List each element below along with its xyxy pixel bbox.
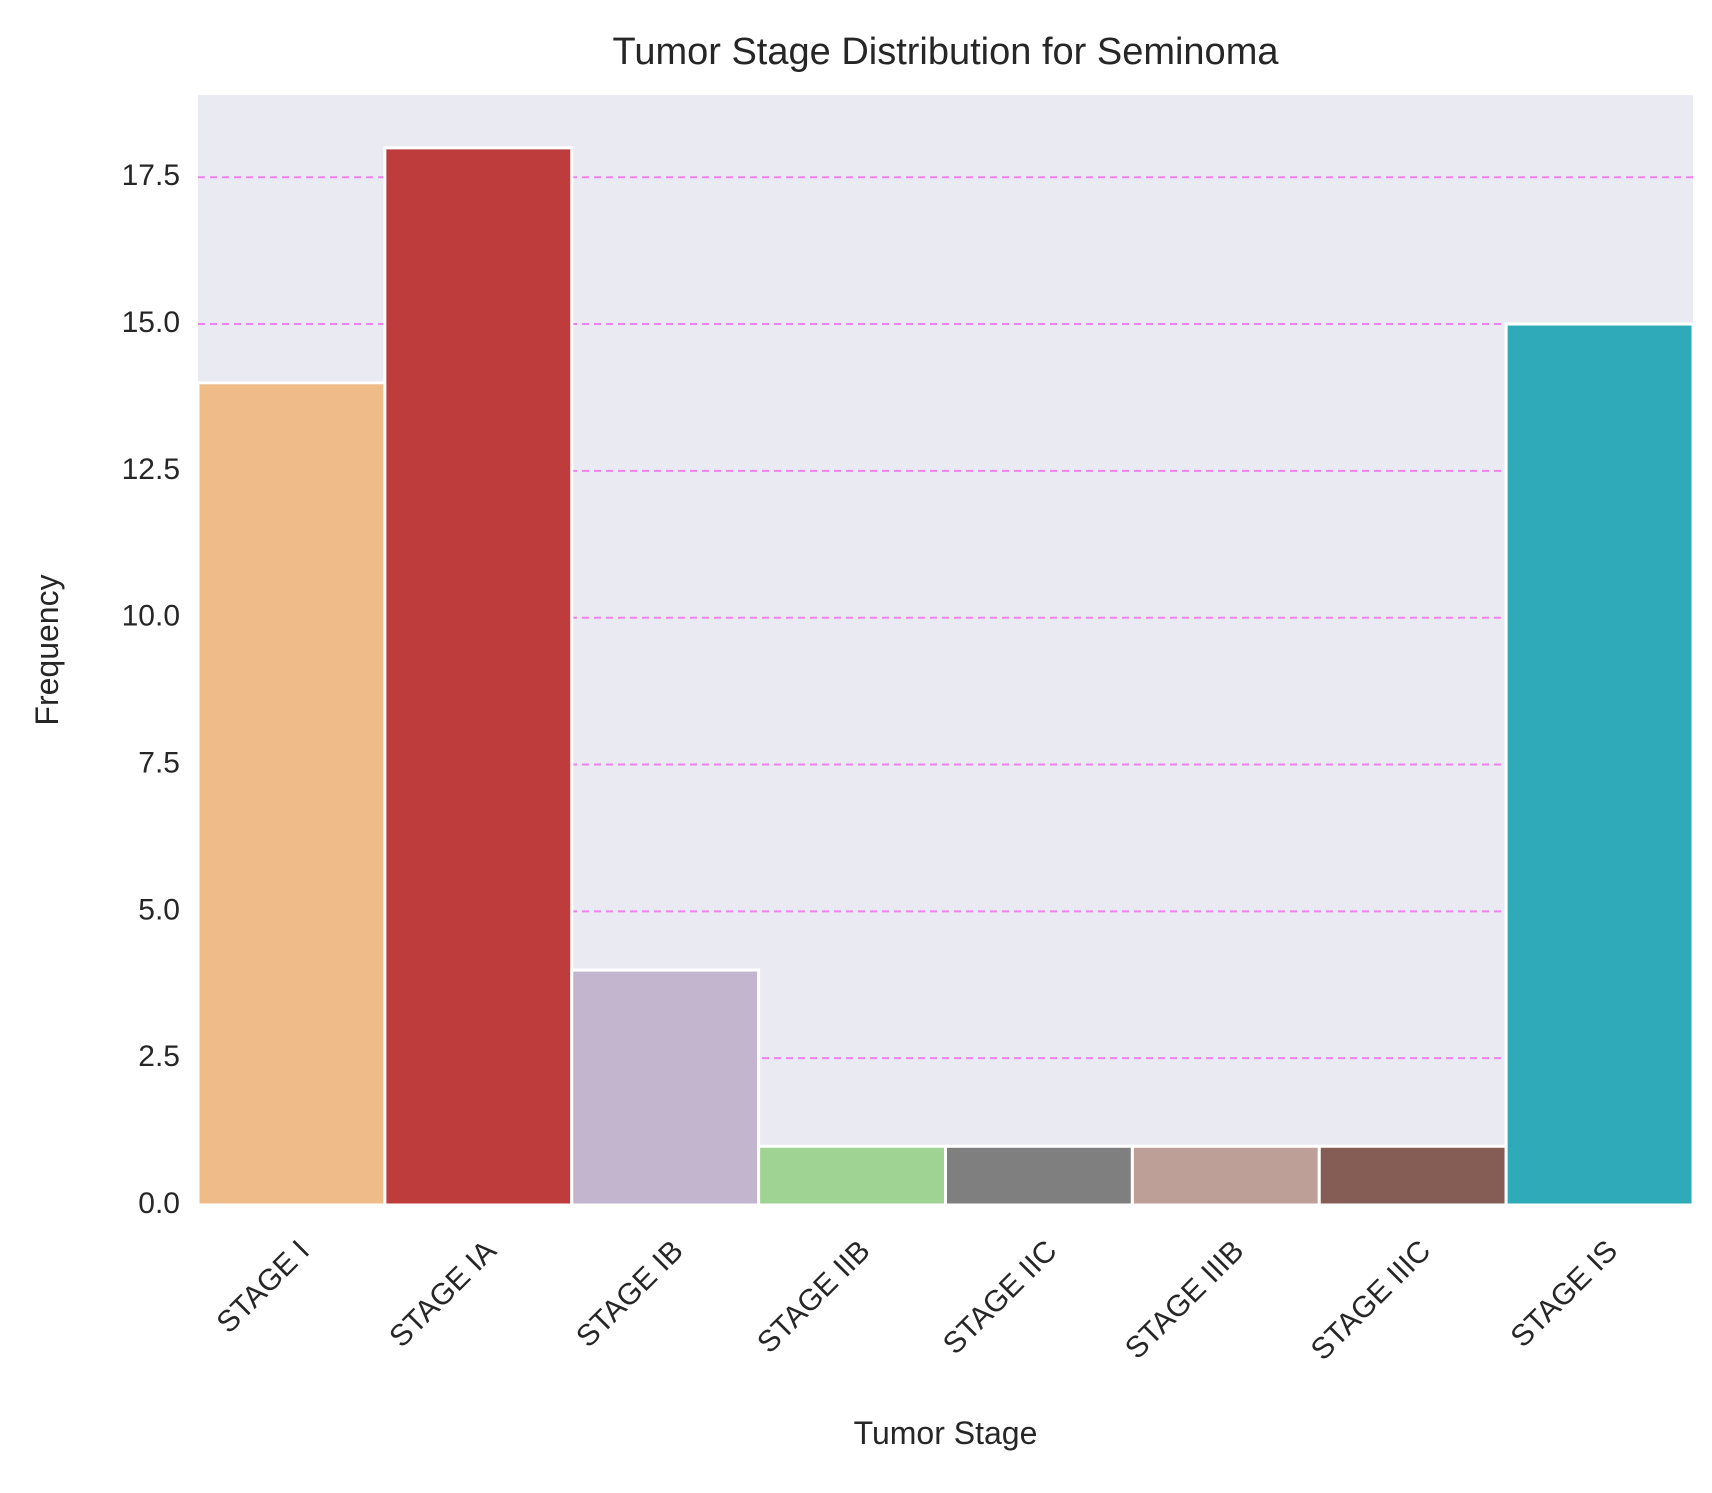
bar — [570, 968, 761, 1207]
x-tick-label: STAGE IA — [383, 1234, 503, 1354]
y-tick-label: 12.5 — [122, 453, 180, 486]
y-tick-label: 7.5 — [138, 746, 180, 779]
y-axis-label: Frequency — [29, 574, 65, 725]
x-tick-labels: STAGE I STAGE IA STAGE IB STAGE IIB STAGE II… — [211, 1234, 1625, 1367]
bars — [196, 146, 1695, 1207]
y-tick-label: 17.5 — [122, 159, 180, 192]
y-tick-label: 15.0 — [122, 306, 180, 339]
bar — [196, 381, 387, 1207]
x-tick-label: STAGE IIC — [937, 1234, 1064, 1361]
y-tick-label: 0.0 — [138, 1187, 180, 1220]
y-tick-label: 2.5 — [138, 1040, 180, 1073]
x-tick-label: STAGE IB — [570, 1234, 690, 1354]
bar — [1317, 1144, 1508, 1207]
y-tick-labels: 0.0 2.5 5.0 7.5 10.0 12.5 15.0 17.5 — [122, 159, 180, 1220]
y-tick-label: 10.0 — [122, 600, 180, 633]
grid-lines — [198, 176, 1693, 1060]
bar — [1130, 1144, 1321, 1207]
x-axis-label: Tumor Stage — [854, 1415, 1038, 1451]
x-tick-label: STAGE IIIB — [1119, 1234, 1250, 1365]
chart-title: Tumor Stage Distribution for Seminoma — [613, 31, 1280, 73]
x-tick-label: STAGE IIB — [751, 1234, 877, 1360]
x-tick-label: STAGE IS — [1505, 1234, 1625, 1354]
bar — [757, 1144, 947, 1207]
y-tick-label: 5.0 — [138, 893, 180, 926]
x-tick-label: STAGE IIIC — [1305, 1234, 1438, 1367]
bar — [383, 146, 574, 1207]
bar — [944, 1144, 1134, 1207]
bar — [1504, 322, 1695, 1207]
x-tick-label: STAGE I — [211, 1234, 316, 1339]
